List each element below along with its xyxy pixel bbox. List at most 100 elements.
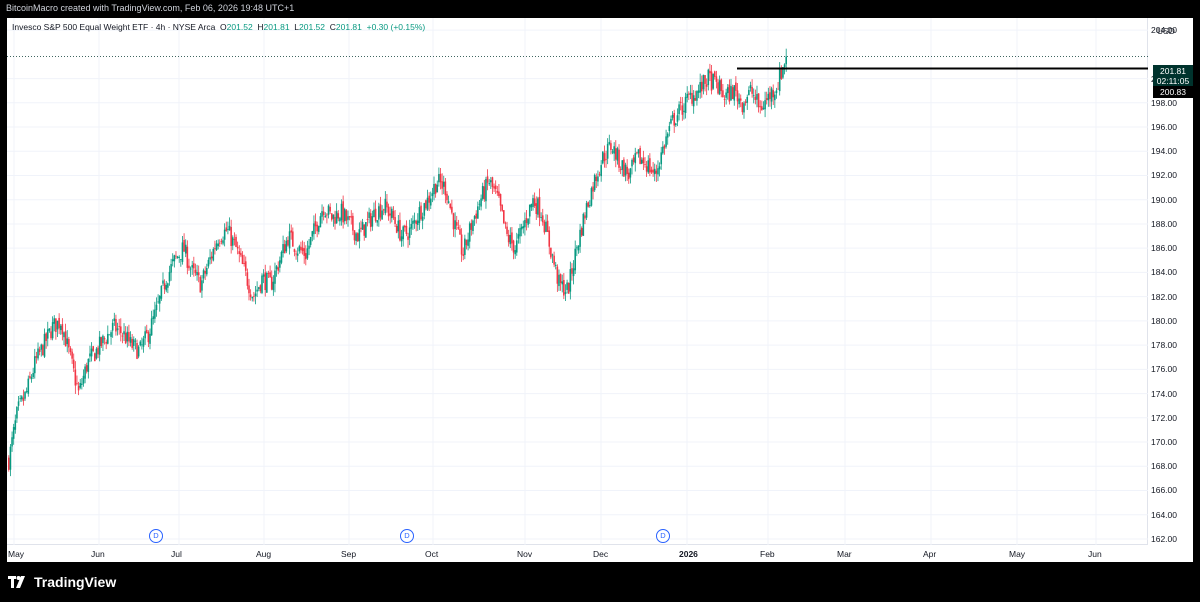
chart-caption-bar: BitcoinMacro created with TradingView.co… [0,0,1200,18]
candle-body [345,210,348,221]
candle [577,245,580,254]
candle [532,194,534,211]
candle [74,361,77,394]
candle [637,149,640,158]
candle-body [61,324,64,335]
candle-body [481,185,484,199]
candle [267,270,270,278]
candle-body [574,248,577,271]
candle-body [309,236,312,245]
candle [339,216,341,226]
candle [77,381,80,396]
candle [20,395,23,402]
candle-body [460,234,463,255]
candle-body [261,275,263,293]
candle [576,245,578,257]
candle [527,218,529,228]
candle-body [376,220,379,223]
candle [442,175,445,195]
candle-body [235,236,237,247]
candle-body [412,220,414,224]
candle [541,208,544,226]
candle [614,140,617,168]
candle-body [176,256,179,259]
candle-body [282,244,284,253]
candle-body [90,348,93,357]
x-tick-label: Jun [1088,549,1102,559]
last-price-value: 201.81 [1160,66,1186,76]
candle-body [20,396,23,400]
candle-body [473,216,476,219]
dividend-marker[interactable]: D [656,529,670,543]
candle-body [296,253,299,256]
candle [222,236,224,246]
candle-body [660,152,663,165]
candle [322,206,325,221]
candle [585,200,588,220]
candle-body [530,203,533,208]
chart-frame[interactable]: Invesco S&P 500 Equal Weight ETF · 4h · … [7,18,1193,562]
candle-body [452,213,455,230]
candle-body [272,281,275,291]
dividend-marker[interactable]: D [149,529,163,543]
candle [673,109,676,133]
candle-body [210,256,213,259]
candle-body [658,166,661,170]
plot-area[interactable]: Invesco S&P 500 Equal Weight ETF · 4h · … [7,18,1148,545]
candle-body [155,304,158,311]
currency-label: USD [1157,26,1175,36]
candle-body [257,287,260,289]
candle-body [217,243,219,247]
candle [139,340,142,347]
candle-body [490,180,492,183]
price-chart[interactable] [7,18,1148,545]
candle [137,345,140,359]
candle-body [712,73,714,89]
change-value: +0.30 (+0.15%) [366,22,426,32]
candle [201,275,203,298]
candle [392,206,395,220]
candle-body [132,339,135,346]
candle-body [743,103,745,113]
candle-body [533,198,536,206]
candle [327,204,330,219]
candle-body [405,225,408,234]
candle [123,323,125,342]
candle-body [493,186,495,189]
candle-body [757,93,760,108]
candle-body [168,271,171,282]
candle [244,256,247,277]
candle [400,229,403,247]
candle-body [455,222,458,226]
candle [366,211,369,227]
candle [395,223,398,234]
candle-body [457,227,460,229]
candle [457,219,460,230]
candle-body [72,359,75,369]
candle [490,176,492,189]
candle-body [274,270,276,284]
candle-body [584,215,586,219]
candle [206,263,208,277]
dividend-marker[interactable]: D [400,529,414,543]
candle-body [506,226,508,234]
candle-body [199,276,202,293]
candle [202,268,205,284]
candle-body [772,90,775,98]
candle [168,265,171,286]
candle-body [778,69,781,92]
candle [528,204,531,224]
tradingview-logo[interactable]: TradingView [8,574,116,590]
candle-body [121,335,124,337]
candle-body [515,240,518,253]
candle-body [434,183,437,194]
candle-body [103,338,106,340]
candle [705,78,708,96]
candle [404,224,406,232]
candle [191,260,194,275]
candle-body [468,223,471,242]
candle-body [477,206,479,219]
candle-body [559,274,562,283]
candle [709,63,711,81]
candle [717,78,719,95]
